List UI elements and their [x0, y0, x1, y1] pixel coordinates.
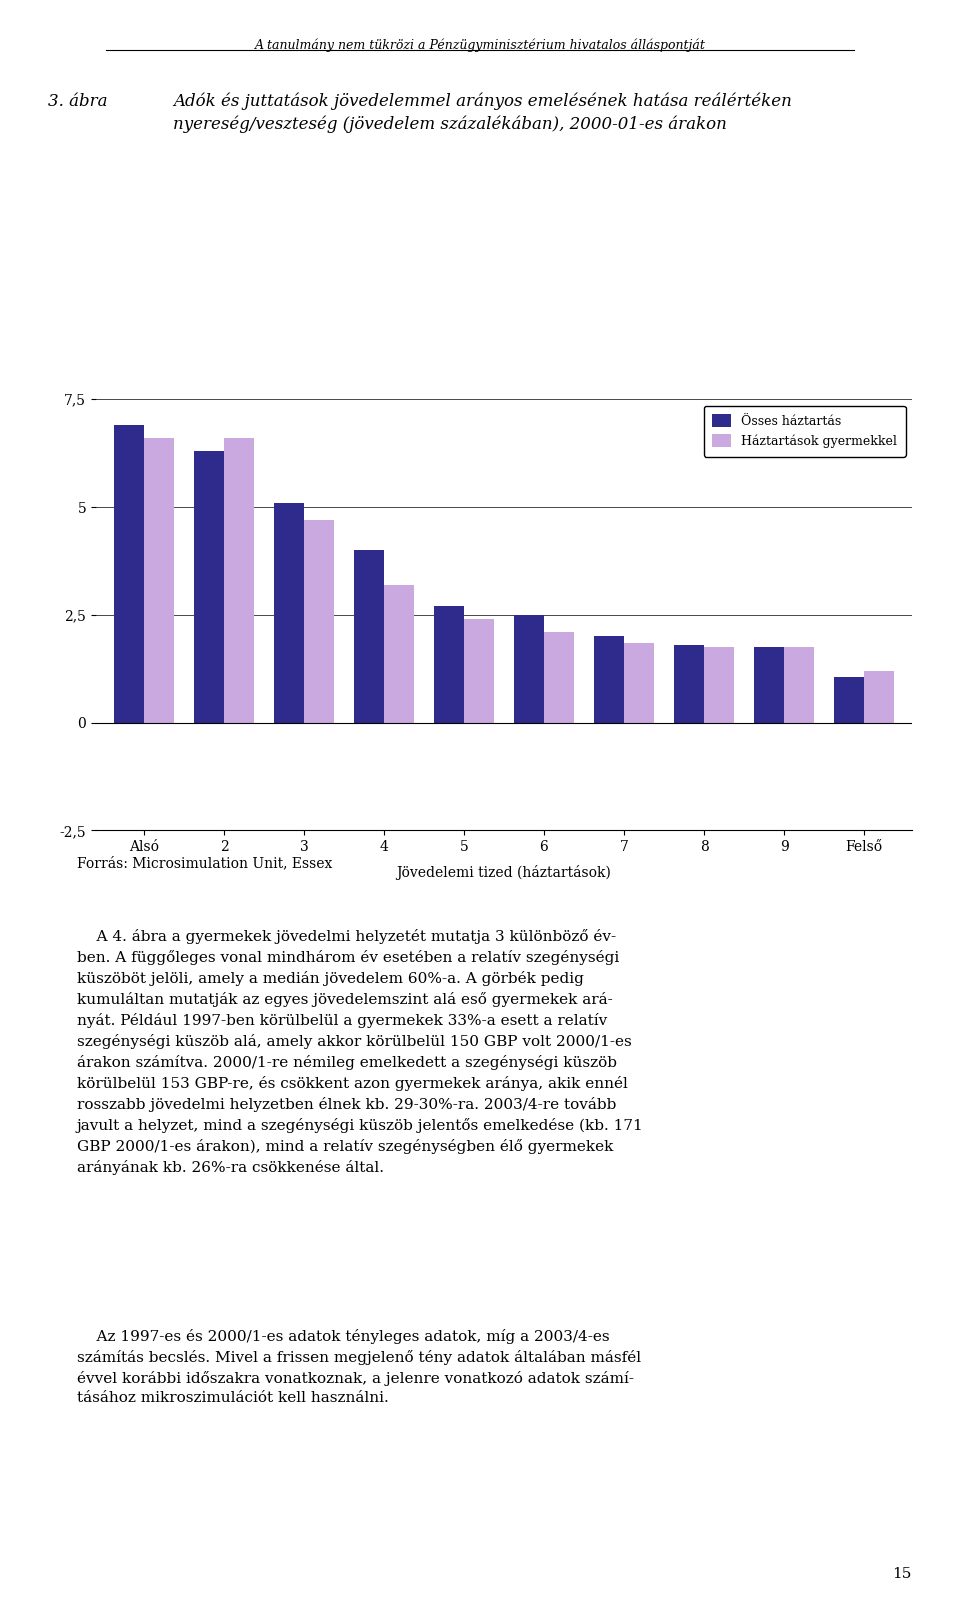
- Bar: [593, 636, 624, 722]
- Bar: [144, 438, 175, 722]
- Bar: [624, 644, 655, 722]
- Bar: [464, 620, 494, 722]
- Bar: [224, 438, 254, 722]
- X-axis label: Jövedelemi tized (háztartások): Jövedelemi tized (háztartások): [396, 866, 612, 880]
- Legend: Össes háztartás, Háztartások gyermekkel: Össes háztartás, Háztartások gyermekkel: [704, 406, 905, 457]
- Bar: [754, 647, 784, 722]
- Bar: [304, 521, 334, 722]
- Text: A 4. ábra a gyermekek jövedelmi helyzetét mutatja 3 különböző év-
ben. A függőle: A 4. ábra a gyermekek jövedelmi helyzeté…: [77, 929, 643, 1175]
- Bar: [833, 677, 864, 722]
- Text: 15: 15: [893, 1567, 912, 1581]
- Bar: [704, 647, 734, 722]
- Bar: [864, 671, 895, 722]
- Text: 3. ábra: 3. ábra: [48, 93, 108, 110]
- Text: A tanulmány nem tükrözi a Pénzügyminisztérium hivatalos álláspontját: A tanulmány nem tükrözi a Pénzügyminiszt…: [254, 38, 706, 51]
- Text: Adók és juttatások jövedelemmel arányos emelésének hatása reálértéken
nyereség/v: Adók és juttatások jövedelemmel arányos …: [173, 93, 792, 133]
- Bar: [384, 585, 415, 722]
- Bar: [194, 450, 224, 722]
- Bar: [514, 615, 544, 722]
- Bar: [784, 647, 814, 722]
- Bar: [353, 549, 384, 722]
- Bar: [274, 503, 304, 722]
- Bar: [674, 645, 704, 722]
- Bar: [544, 632, 574, 722]
- Text: Forrás: Microsimulation Unit, Essex: Forrás: Microsimulation Unit, Essex: [77, 856, 332, 870]
- Text: Az 1997-es és 2000/1-es adatok tényleges adatok, míg a 2003/4-es
számítás becslé: Az 1997-es és 2000/1-es adatok tényleges…: [77, 1329, 641, 1405]
- Bar: [434, 607, 464, 722]
- Bar: [113, 425, 144, 722]
